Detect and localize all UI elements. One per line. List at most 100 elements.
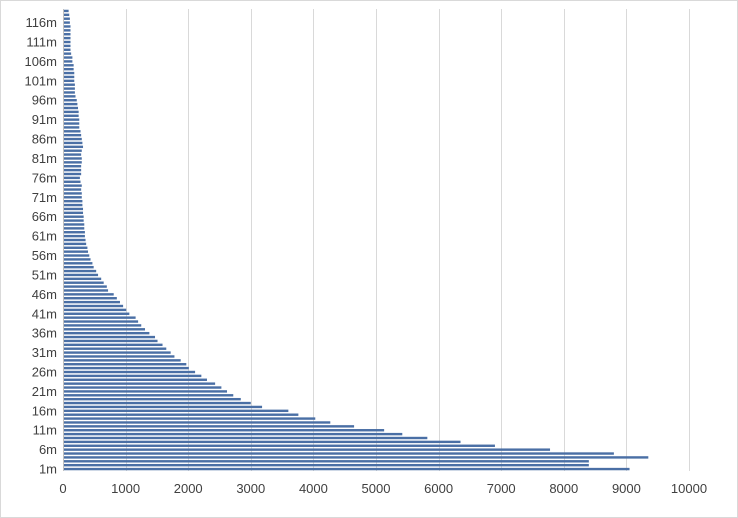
bar-52m: [63, 269, 97, 273]
bar-75m: [63, 180, 81, 183]
y-tick-label: 101m: [24, 73, 57, 88]
bar-36m: [63, 331, 150, 335]
bar-117m: [63, 17, 70, 20]
bar-40m: [63, 316, 136, 319]
x-tick-label: 2000: [174, 481, 203, 496]
bar-100m: [63, 83, 75, 86]
x-tick-label: 6000: [424, 481, 453, 496]
bar-61m: [63, 234, 85, 238]
bar-17m: [63, 405, 263, 409]
bar-21m: [63, 390, 228, 393]
bars: [63, 9, 649, 471]
bar-13m: [63, 421, 331, 424]
bar-26m: [63, 370, 196, 374]
bar-33m: [63, 343, 163, 347]
bar-32m: [63, 347, 167, 350]
bar-39m: [63, 320, 139, 323]
bar-82m: [63, 153, 82, 156]
y-tick-label: 66m: [32, 209, 57, 224]
bar-59m: [63, 242, 87, 246]
bar-47m: [63, 289, 109, 292]
bar-54m: [63, 262, 93, 265]
bar-16m: [63, 409, 289, 413]
y-tick-label: 21m: [32, 384, 57, 399]
y-tick-label: 26m: [32, 365, 57, 380]
bar-111m: [63, 40, 71, 44]
bar-38m: [63, 324, 142, 327]
bar-102m: [63, 75, 75, 79]
bar-112m: [63, 36, 71, 40]
bar-43m: [63, 304, 124, 308]
bar-97m: [63, 95, 76, 98]
bar-44m: [63, 300, 120, 304]
bar-86m: [63, 137, 82, 141]
bar-12m: [63, 425, 355, 428]
x-tick-label: 1000: [111, 481, 140, 496]
y-tick-label: 116m: [25, 15, 57, 30]
y-tick-label: 41m: [32, 306, 57, 321]
bar-58m: [63, 246, 88, 249]
bar-5m: [63, 452, 614, 455]
bar-108m: [63, 52, 72, 55]
bar-35m: [63, 335, 156, 339]
y-tick-label: 91m: [32, 112, 57, 127]
bar-73m: [63, 188, 82, 191]
bar-78m: [63, 168, 82, 172]
bar-55m: [63, 258, 91, 261]
bar-11m: [63, 429, 385, 432]
bar-104m: [63, 67, 74, 71]
bar-119m: [63, 9, 69, 13]
bar-2m: [63, 463, 589, 467]
x-tick-label: 7000: [487, 481, 516, 496]
y-tick-label: 1m: [39, 462, 57, 477]
bar-62m: [63, 231, 85, 234]
y-tick-label: 46m: [32, 287, 57, 302]
bar-96m: [63, 99, 77, 102]
bar-29m: [63, 359, 181, 362]
gridlines: [126, 9, 690, 471]
bar-3m: [63, 460, 589, 463]
bar-101m: [63, 79, 75, 83]
bar-91m: [63, 118, 80, 121]
bar-64m: [63, 223, 85, 226]
bar-74m: [63, 184, 82, 187]
bar-113m: [63, 33, 71, 36]
bar-80m: [63, 161, 82, 164]
bar-65m: [63, 219, 84, 222]
bar-10m: [63, 432, 403, 436]
y-tick-label: 51m: [32, 267, 57, 282]
y-tick-label: 56m: [32, 248, 57, 263]
bar-20m: [63, 394, 234, 397]
bar-98m: [63, 91, 75, 94]
bar-67m: [63, 211, 84, 215]
bar-107m: [63, 56, 73, 59]
bar-72m: [63, 192, 82, 195]
y-tick-label: 81m: [32, 151, 57, 166]
bar-51m: [63, 273, 99, 277]
y-tick-label: 76m: [32, 170, 57, 185]
y-tick-label: 106m: [24, 54, 57, 69]
bar-83m: [63, 149, 82, 152]
bar-110m: [63, 44, 71, 48]
bar-50m: [63, 277, 102, 281]
y-tick-label: 31m: [32, 345, 57, 360]
x-tick-label: 5000: [362, 481, 391, 496]
y-tick-label: 111m: [26, 35, 57, 50]
bar-46m: [63, 293, 114, 296]
bar-93m: [63, 110, 79, 114]
y-tick-label: 36m: [32, 326, 57, 341]
bar-79m: [63, 165, 82, 168]
bar-89m: [63, 126, 80, 129]
x-tick-label: 4000: [299, 481, 328, 496]
y-tick-label: 61m: [32, 229, 57, 244]
bar-19m: [63, 397, 241, 401]
y-tick-label: 96m: [32, 93, 57, 108]
bar-105m: [63, 64, 74, 67]
bar-27m: [63, 366, 189, 370]
bar-88m: [63, 130, 81, 133]
bar-68m: [63, 207, 84, 211]
bar-60m: [63, 238, 86, 242]
bar-6m: [63, 448, 551, 451]
bar-56m: [63, 254, 90, 257]
